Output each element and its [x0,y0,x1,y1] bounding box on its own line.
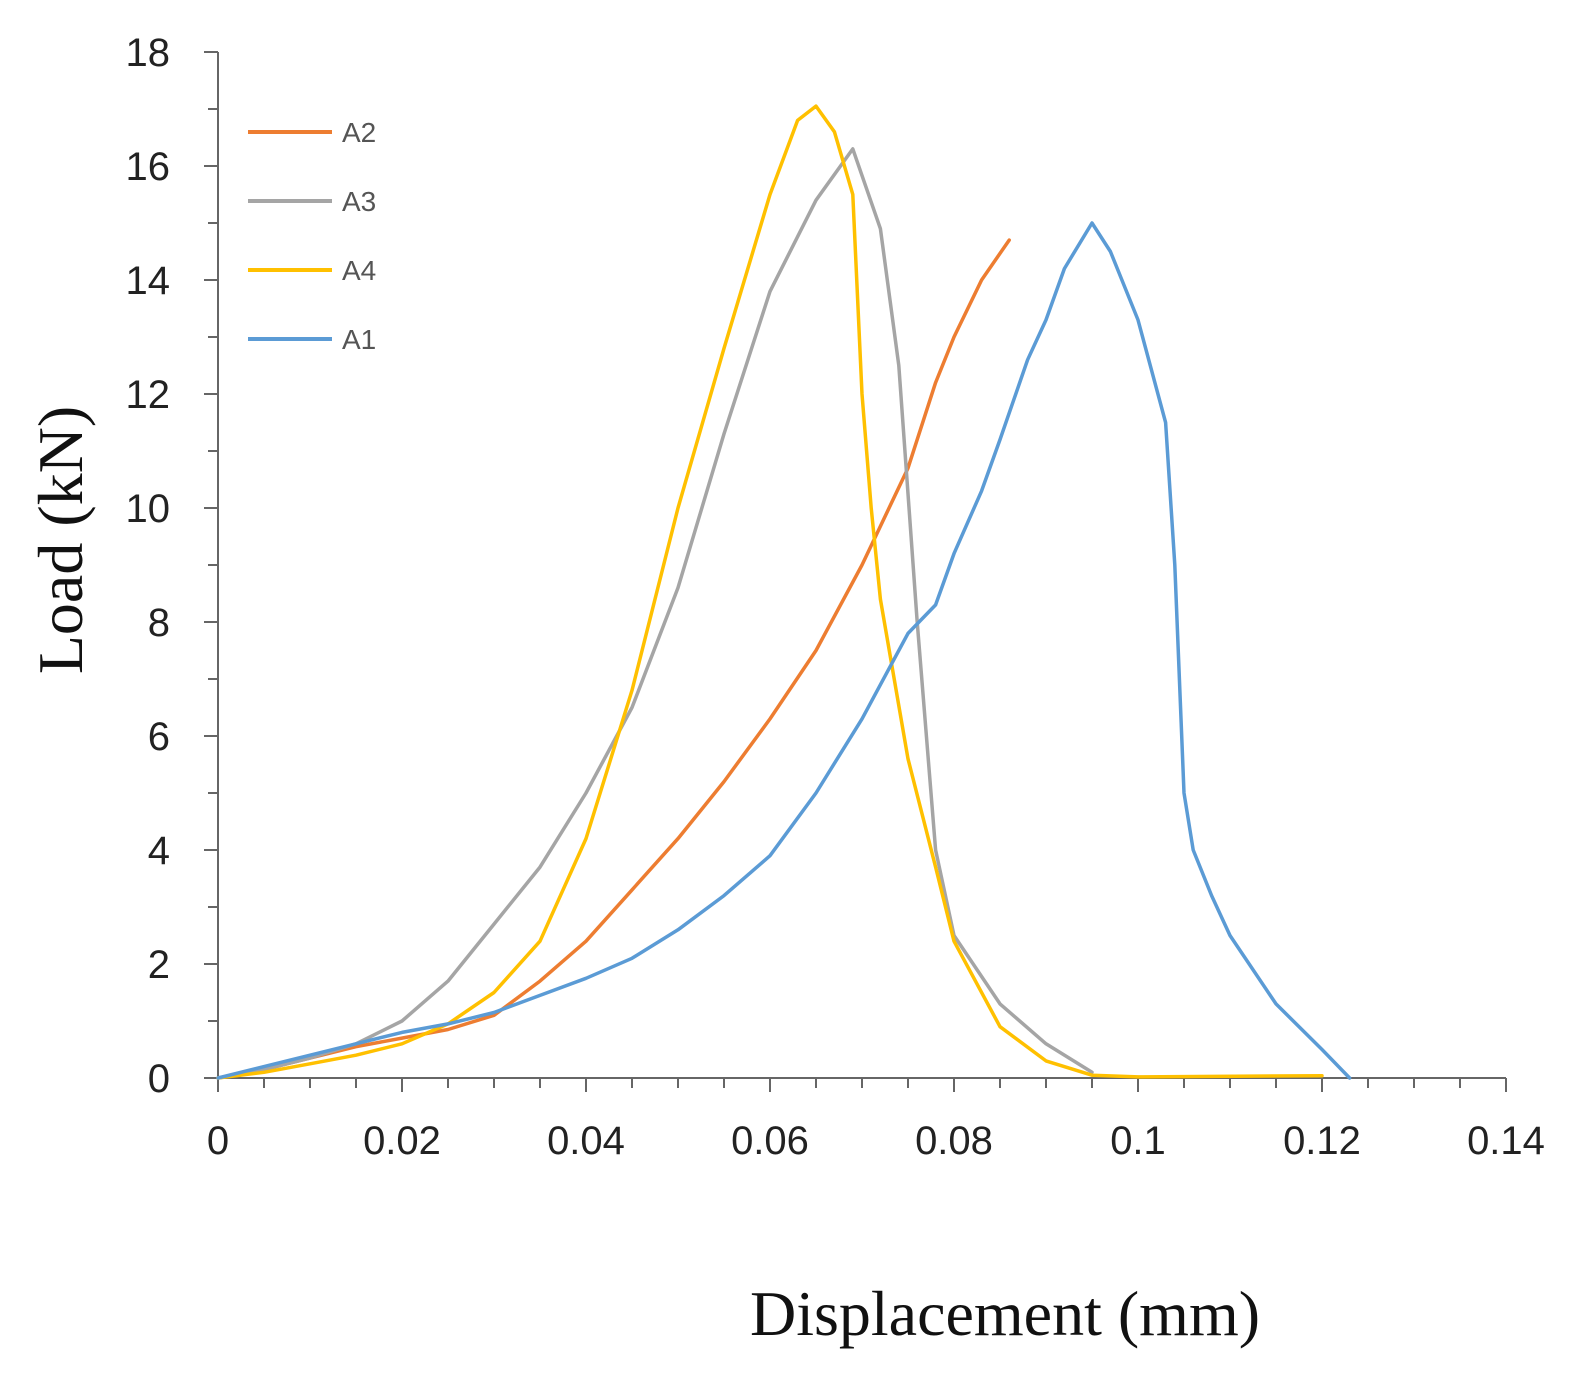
y-tick-label: 8 [148,601,170,645]
y-axis-title: Load (kN) [25,406,96,674]
y-tick-label: 4 [148,829,170,873]
y-tick-label: 12 [126,373,171,417]
x-tick-label: 0.12 [1283,1119,1361,1163]
y-minor-ticks [204,51,218,1079]
series-line-a3 [216,147,1094,1080]
legend: A2 A3 A4 A1 [248,117,376,355]
axes [204,51,1507,1092]
x-tick-labels: 0 0.02 0.04 0.06 0.08 0.1 0.12 0.14 [207,1119,1545,1163]
y-tick-label: 18 [126,31,171,75]
x-tick-label: 0 [207,1119,229,1163]
x-tick-label: 0.1 [1110,1119,1166,1163]
legend-label-a2: A2 [342,117,376,148]
x-minor-ticks [217,1078,1507,1092]
y-tick-label: 2 [148,943,170,987]
series-line-a1 [216,221,1352,1080]
x-tick-label: 0.02 [363,1119,441,1163]
x-axis-title: Displacement (mm) [750,1278,1260,1349]
x-tick-label: 0.06 [731,1119,809,1163]
series-line-a2 [216,238,1011,1080]
x-tick-label: 0.14 [1467,1119,1545,1163]
y-tick-label: 0 [148,1057,170,1101]
series-lines [216,104,1352,1080]
x-tick-label: 0.04 [547,1119,625,1163]
y-tick-label: 16 [126,145,171,189]
y-tick-label: 14 [126,259,171,303]
y-tick-label: 6 [148,715,170,759]
legend-label-a4: A4 [342,255,376,286]
legend-label-a1: A1 [342,324,376,355]
series-line-a4 [216,104,1324,1080]
y-tick-label: 10 [126,487,171,531]
y-tick-labels: 0 2 4 6 8 10 12 14 16 18 [126,31,171,1101]
legend-label-a3: A3 [342,186,376,217]
x-tick-label: 0.08 [915,1119,993,1163]
